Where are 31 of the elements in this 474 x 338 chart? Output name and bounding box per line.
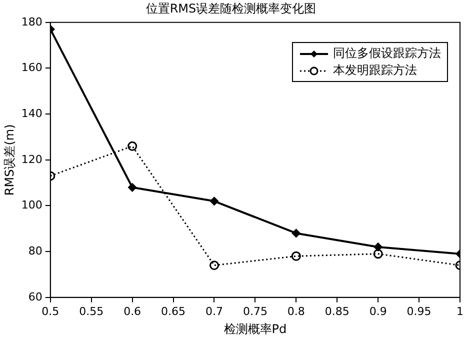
point — [373, 249, 383, 259]
point — [210, 196, 218, 206]
point — [292, 228, 300, 238]
x-tick-label: 0.95 — [406, 304, 432, 318]
y-tick-label: 100 — [21, 198, 42, 212]
y-tick-label: 160 — [21, 61, 42, 74]
legend-label: 本发明跟踪方法 — [333, 62, 417, 80]
x-tick-label: 0.8 — [287, 304, 305, 318]
legend-label: 同位多假设跟踪方法 — [333, 45, 441, 62]
point — [209, 260, 219, 270]
x-tick-label: 0.75 — [242, 304, 268, 318]
y-axis-title: RMS误差(m) — [2, 124, 16, 196]
x-tick-label: 1 — [456, 304, 464, 318]
x-tick-label: 0.9 — [369, 304, 387, 318]
y-tick-label: 120 — [21, 152, 42, 166]
point — [374, 242, 382, 252]
x-axis-title: 检测概率Pd — [224, 322, 287, 336]
x-tick-label: 0.6 — [124, 304, 142, 318]
y-tick-label: 140 — [21, 106, 42, 120]
x-tick-label: 0.5 — [42, 304, 60, 318]
x-tick-label: 0.85 — [324, 304, 350, 318]
y-tick-label: 80 — [28, 244, 42, 258]
y-tick-label: 180 — [21, 15, 42, 28]
y-tick-label: 60 — [28, 290, 42, 304]
x-tick-label: 0.55 — [79, 304, 104, 318]
point — [128, 141, 138, 151]
point — [128, 183, 137, 192]
point — [291, 251, 301, 261]
x-tick-label: 0.65 — [161, 304, 186, 318]
x-tick-label: 0.7 — [205, 304, 223, 318]
chart-title: 位置RMS误差随检测概率变化图 — [146, 1, 316, 16]
